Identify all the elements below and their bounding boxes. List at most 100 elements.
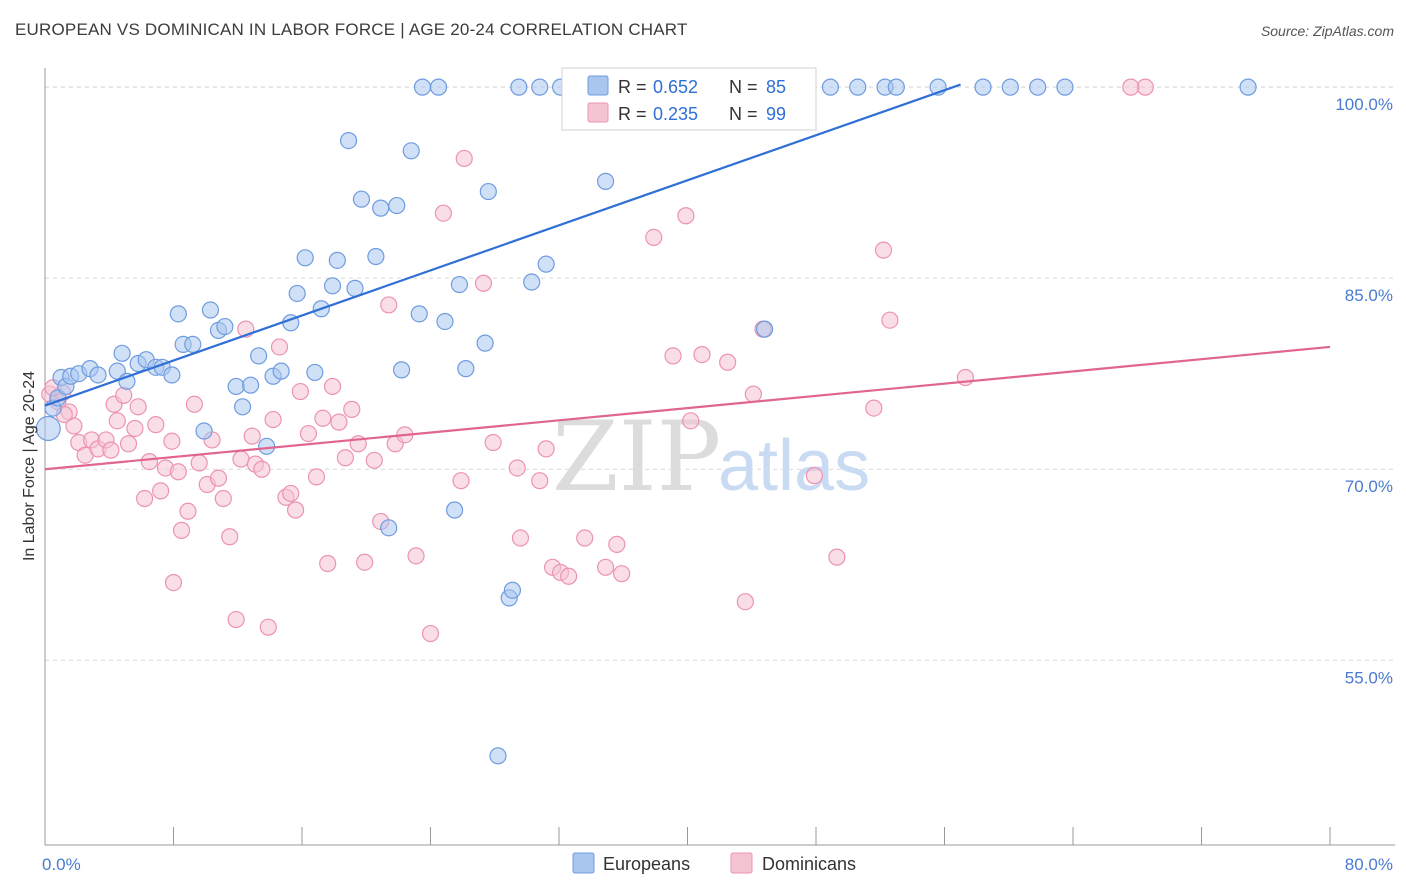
legend-swatch-europeans (587, 75, 609, 96)
european-point (306, 363, 324, 382)
european-point (169, 305, 187, 323)
dominican-point (291, 382, 309, 401)
legend-n-label-europeans: N = (729, 77, 758, 97)
dominican-point (608, 535, 626, 553)
european-point (242, 376, 260, 394)
european-point (272, 362, 290, 380)
dominican-point (243, 427, 261, 445)
dominican-point (719, 353, 737, 371)
y-tick-label: 100.0% (1335, 95, 1393, 114)
dominican-point (169, 463, 187, 481)
european-point (323, 277, 342, 295)
european-point (184, 335, 202, 354)
legend-r-value-dominicans: 0.235 (653, 104, 698, 124)
european-point (227, 377, 245, 396)
points-layer (35, 78, 1257, 765)
dominican-point (596, 558, 615, 576)
european-point (410, 305, 428, 323)
dominican-point (307, 468, 326, 486)
y-tick-label: 55.0% (1345, 668, 1393, 687)
european-point (380, 519, 398, 537)
european-point (755, 320, 774, 338)
dominican-point (163, 432, 181, 450)
european-point (450, 275, 469, 294)
european-point (489, 747, 507, 765)
dominican-point (264, 410, 282, 429)
dominican-point (253, 460, 271, 478)
dominican-point (179, 502, 197, 520)
dominican-point (452, 472, 470, 490)
dominican-point (102, 441, 120, 459)
dominican-point (1122, 78, 1140, 96)
legend-n-value-europeans: 85 (766, 77, 786, 97)
european-point (296, 249, 314, 267)
european-point (1001, 78, 1019, 96)
european-point (413, 78, 432, 96)
european-point (479, 182, 497, 201)
dominican-point (270, 338, 289, 356)
european-point (436, 312, 454, 331)
dominican-point (259, 618, 277, 636)
european-point (457, 360, 475, 378)
legend-r-label-dominicans: R = (618, 104, 647, 124)
european-point (250, 347, 268, 365)
european-point (233, 398, 252, 416)
dominican-point (474, 274, 493, 292)
european-point (195, 422, 213, 440)
european-point (35, 415, 61, 442)
dominican-point (531, 472, 549, 490)
european-point (510, 78, 528, 96)
chart-source: Source: ZipAtlas.com (1260, 23, 1394, 39)
europeans-trend-line (44, 83, 961, 407)
dominican-point (744, 385, 762, 403)
dominican-point (508, 459, 526, 477)
legend-r-value-europeans: 0.652 (653, 77, 698, 97)
dominican-point (560, 567, 578, 585)
dominican-point (677, 207, 695, 225)
european-point (163, 366, 181, 384)
bottom-legend-swatch-europeans (572, 852, 595, 874)
bottom-legend-swatch-dominicans (730, 852, 753, 874)
dominican-point (185, 395, 203, 413)
dominican-point (221, 528, 239, 546)
european-point (429, 78, 448, 96)
dominican-point (380, 296, 398, 314)
dominican-point (190, 454, 208, 472)
european-point (1239, 78, 1257, 96)
dominicans-trend-line (44, 345, 1331, 471)
dominican-point (65, 417, 83, 435)
dominican-point (874, 241, 893, 259)
x-tick-label: 80.0% (1345, 855, 1393, 874)
dominican-point (736, 593, 754, 611)
dominican-point (214, 489, 232, 508)
dominican-point (455, 149, 473, 168)
european-point (531, 78, 549, 96)
bottom-legend: Europeans Dominicans (572, 852, 856, 874)
dominican-point (152, 482, 170, 500)
dominican-point (129, 398, 147, 416)
dominican-point (343, 400, 361, 418)
european-point (328, 251, 346, 269)
european-point (503, 581, 522, 599)
european-point (523, 273, 541, 291)
european-point (367, 247, 385, 266)
legend-swatch-dominicans (587, 102, 609, 123)
dominican-point (126, 419, 144, 438)
dominican-point (828, 548, 846, 566)
dominican-point (140, 452, 159, 471)
bottom-legend-europeans: Europeans (603, 854, 690, 874)
y-tick-label: 70.0% (1345, 477, 1393, 496)
european-point (339, 132, 358, 150)
legend-r-label-europeans: R = (618, 77, 647, 97)
european-point (1056, 78, 1074, 96)
dominican-point (115, 386, 133, 404)
dominican-point (434, 204, 452, 222)
bottom-legend-dominicans: Dominicans (762, 854, 856, 874)
dominican-point (805, 467, 823, 485)
dominican-point (356, 553, 374, 571)
dominican-point (164, 574, 183, 592)
dominican-point (119, 435, 138, 453)
dominican-point (484, 433, 502, 452)
dominican-point (147, 416, 165, 434)
